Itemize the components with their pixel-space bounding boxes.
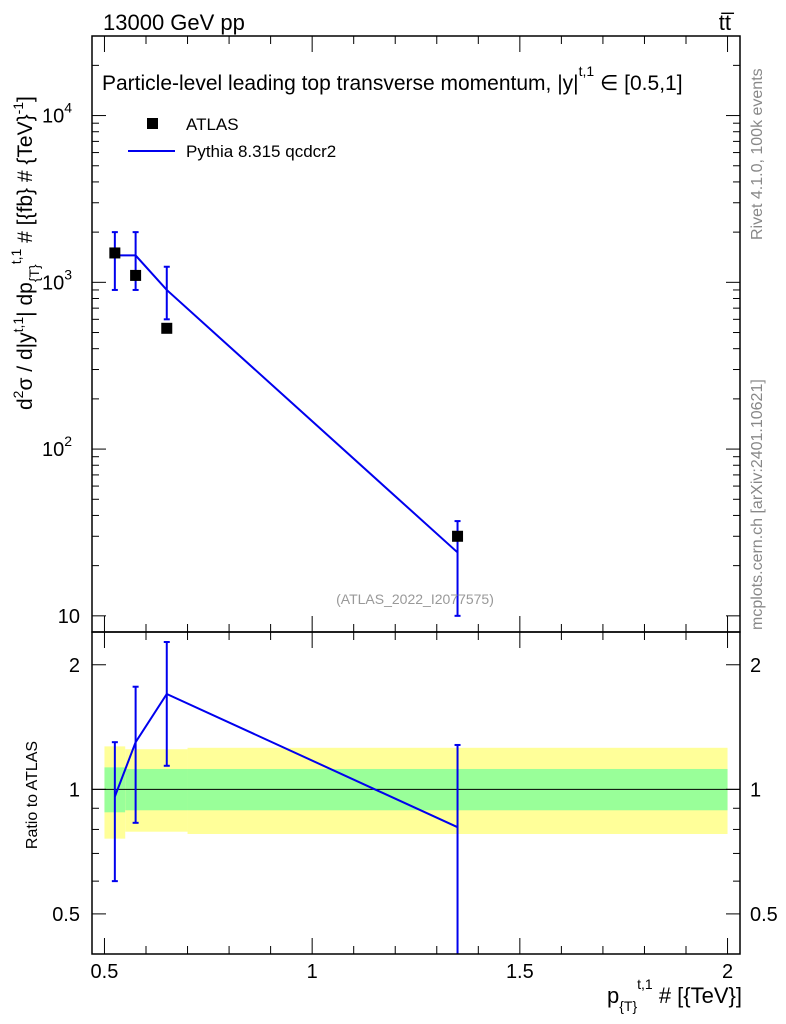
ratio-y-tick-label: 2 bbox=[69, 655, 80, 677]
ratio-mc-line bbox=[113, 692, 458, 829]
main-title-superscript: t,1 bbox=[579, 63, 595, 79]
legend: ATLAS Pythia 8.315 qcdcr2 bbox=[128, 115, 336, 161]
ratio-y-ticks: 0.5 0.5 1 1 2 2 bbox=[52, 655, 778, 955]
x-axis-label: p{T}t,1 # [{TeV}] bbox=[607, 976, 742, 1014]
main-y-tick-exponent: 3 bbox=[64, 266, 72, 282]
main-data-layer bbox=[109, 231, 464, 617]
atlas-data-point bbox=[452, 530, 464, 542]
mc-line bbox=[114, 254, 459, 554]
main-y-tick-label: 103 bbox=[42, 266, 72, 294]
main-y-tick-exponent: 4 bbox=[64, 100, 72, 116]
main-title: Particle-level leading top transverse mo… bbox=[102, 63, 683, 95]
main-panel: 10 102 103 104 Particle-level leading top t… bbox=[8, 35, 741, 633]
atlas-data-point bbox=[161, 322, 173, 334]
ratio-y-tick-label-right: 0.5 bbox=[750, 904, 778, 926]
main-y-tick-exponent: 2 bbox=[64, 433, 72, 449]
legend-atlas-marker bbox=[147, 118, 158, 129]
atlas-data-point bbox=[130, 269, 142, 281]
main-y-tick-label: 10 bbox=[58, 606, 80, 628]
ratio-y-tick-label-right: 2 bbox=[750, 655, 761, 677]
analysis-watermark: (ATLAS_2022_I2077575) bbox=[336, 591, 494, 607]
x-tick-label: 2 bbox=[722, 961, 733, 983]
main-y-tick-label: 104 bbox=[42, 100, 72, 128]
legend-pythia-label: Pythia 8.315 qcdcr2 bbox=[186, 142, 336, 161]
ratio-data-layer bbox=[111, 641, 461, 954]
rivet-label: Rivet 4.1.0, 100k events bbox=[749, 68, 766, 240]
main-title-text: Particle-level leading top transverse mo… bbox=[102, 72, 579, 95]
x-tick-label: 0.5 bbox=[91, 961, 119, 983]
ratio-y-axis-label: Ratio to ATLAS bbox=[24, 741, 41, 849]
main-title-suffix: ∈ [0.5,1] bbox=[594, 72, 682, 95]
legend-atlas-label: ATLAS bbox=[186, 115, 239, 134]
x-tick-label: 1.5 bbox=[506, 961, 534, 983]
atlas-data-point bbox=[109, 247, 121, 259]
ratio-x-ticks: 0.5 1 1.5 2 bbox=[91, 632, 733, 983]
process-label: tt̅ bbox=[719, 10, 735, 35]
ratio-band-layer bbox=[92, 746, 740, 839]
ratio-panel: 0.5 0.5 1 1 2 2 0.5 1 1.5 2 Ratio to ATLAS p{T}t… bbox=[24, 631, 778, 1014]
ratio-frame bbox=[91, 631, 741, 955]
x-tick-label: 1 bbox=[307, 961, 318, 983]
mcplots-label: mcplots.cern.ch [arXiv:2401.10621] bbox=[749, 379, 766, 630]
main-x-ticks bbox=[103, 36, 729, 632]
energy-label: 13000 GeV pp bbox=[103, 10, 245, 35]
ratio-y-tick-label: 0.5 bbox=[52, 904, 80, 926]
main-y-ticks: 10 102 103 104 bbox=[42, 35, 740, 628]
main-y-tick-label: 102 bbox=[42, 433, 72, 461]
ratio-y-tick-label-right: 1 bbox=[750, 779, 761, 801]
main-y-axis-label: d2σ / d|yt,1| dp{T}t,1 # [{fb} # {TeV}-1… bbox=[8, 96, 42, 410]
ratio-y-tick-label: 1 bbox=[69, 779, 80, 801]
